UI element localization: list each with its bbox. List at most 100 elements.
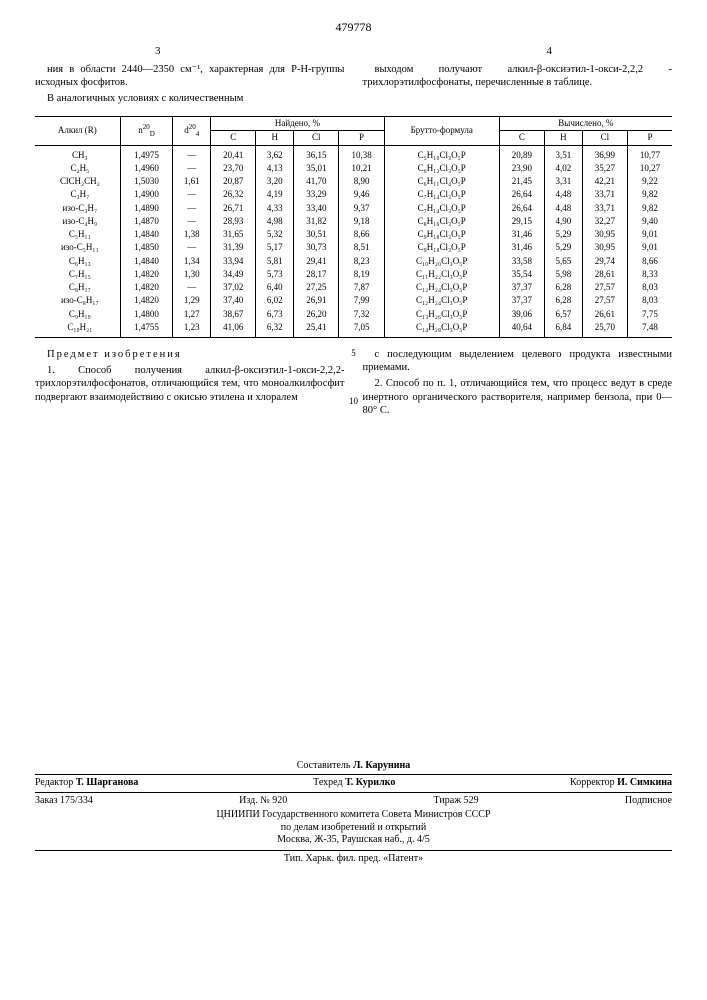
cell-calc-cl: 27,57: [582, 281, 627, 294]
cell-found-c: 37,02: [211, 281, 256, 294]
cell-d4: 1,34: [173, 255, 211, 268]
cell-found-cl: 27,25: [294, 281, 339, 294]
cell-nd: 1,4890: [120, 202, 173, 215]
cell-calc-cl: 29,74: [582, 255, 627, 268]
cell-found-p: 9,18: [339, 215, 384, 228]
cell-found-c: 28,93: [211, 215, 256, 228]
cell-calc-c: 26,64: [499, 202, 544, 215]
cell-calc-h: 6,28: [544, 294, 582, 307]
th-calc-p: P: [628, 131, 673, 145]
cell-nd: 1,4870: [120, 215, 173, 228]
cell-calc-h: 5,29: [544, 241, 582, 254]
th-calc-cl: Cl: [582, 131, 627, 145]
cell-found-p: 8,23: [339, 255, 384, 268]
table-row: C₅H₁₁1,48401,3831,655,3230,518,66C₉H₁₈Cl…: [35, 228, 672, 241]
cell-calc-c: 40,64: [499, 321, 544, 338]
cell-found-cl: 25,41: [294, 321, 339, 338]
cell-found-h: 4,98: [256, 215, 294, 228]
cell-alkyl: C₅H₁₁: [35, 228, 120, 241]
top-right-column: выходом получают алкил-β-оксиэтил-1-окси…: [363, 63, 673, 108]
cell-found-cl: 33,29: [294, 188, 339, 201]
footer-order: Заказ 175/334: [35, 795, 93, 808]
cell-nd: 1,4975: [120, 145, 173, 162]
cell-found-c: 26,32: [211, 188, 256, 201]
col-num-left: 3: [155, 45, 161, 59]
footer-podpis: Подписное: [625, 795, 672, 808]
cell-found-cl: 33,40: [294, 202, 339, 215]
cell-brutto: C₁₂H₂₄Cl₃O₅P: [384, 281, 499, 294]
top-left-para-2: В аналогичных условиях с количественным: [35, 92, 345, 105]
cell-calc-cl: 30,95: [582, 228, 627, 241]
data-table: Алкил (R) n20D d204 Найдено, % Брутто-фо…: [35, 116, 672, 338]
cell-found-p: 7,32: [339, 308, 384, 321]
cell-found-cl: 29,41: [294, 255, 339, 268]
cell-calc-c: 26,64: [499, 188, 544, 201]
cell-brutto: C₁₂H₂₄Cl₃O₅P: [384, 294, 499, 307]
cell-d4: —: [173, 188, 211, 201]
cell-found-cl: 30,51: [294, 228, 339, 241]
cell-alkyl: изо-C₃H₇: [35, 202, 120, 215]
margin-number-5: 5: [351, 348, 356, 359]
table-row: изо-C₈H₁₇1,48201,2937,406,0226,917,99C₁₂…: [35, 294, 672, 307]
th-nd: n20D: [120, 117, 173, 146]
cell-brutto: C₁₁H₂₂Cl₃O₅P: [384, 268, 499, 281]
cell-found-p: 7,99: [339, 294, 384, 307]
cell-calc-p: 8,03: [628, 294, 673, 307]
cell-d4: —: [173, 162, 211, 175]
footer-print-row: Заказ 175/334 Изд. № 920 Тираж 529 Подпи…: [35, 792, 672, 808]
table-row: изо-C₄H₉1,4870—28,934,9831,829,18C₈H₁₆Cl…: [35, 215, 672, 228]
footer-divider: [35, 850, 672, 851]
cell-found-h: 6,02: [256, 294, 294, 307]
th-alkyl: Алкил (R): [35, 117, 120, 146]
table-row: ClCH₂CH₂1,50301,6120,873,2041,708,90C₆H₁…: [35, 175, 672, 188]
cell-alkyl: изо-C₈H₁₇: [35, 294, 120, 307]
cell-calc-cl: 33,71: [582, 202, 627, 215]
th-found-c: C: [211, 131, 256, 145]
cell-found-p: 10,38: [339, 145, 384, 162]
cell-found-c: 31,39: [211, 241, 256, 254]
table-row: CH₃1,4975—20,413,6236,1510,38C₅H₁₀Cl₃O₅P…: [35, 145, 672, 162]
th-brutto: Брутто-формула: [384, 117, 499, 146]
cell-brutto: C₈H₁₆Cl₃O₅P: [384, 215, 499, 228]
footer-tirazh: Тираж 529: [434, 795, 479, 808]
cell-brutto: C₅H₁₀Cl₃O₅P: [384, 145, 499, 162]
cell-d4: 1,27: [173, 308, 211, 321]
cell-nd: 1,5030: [120, 175, 173, 188]
cell-found-p: 8,66: [339, 228, 384, 241]
cell-found-h: 6,40: [256, 281, 294, 294]
footer-corrector: Корректор И. Симкина: [570, 777, 672, 790]
table-row: C₇H₁₅1,48201,3034,495,7328,178,19C₁₁H₂₂C…: [35, 268, 672, 281]
cell-calc-c: 39,06: [499, 308, 544, 321]
table-row: C₃H₇1,4900—26,324,1933,299,46C₇H₁₄Cl₃O₅P…: [35, 188, 672, 201]
cell-brutto: C₉H₁₈Cl₃O₅P: [384, 241, 499, 254]
cell-brutto: C₆H₁₂Cl₃O₅P: [384, 162, 499, 175]
column-numbers: 3 4: [35, 45, 672, 59]
cell-calc-p: 7,75: [628, 308, 673, 321]
cell-alkyl: CH₃: [35, 145, 120, 162]
cell-calc-p: 8,33: [628, 268, 673, 281]
cell-found-c: 37,40: [211, 294, 256, 307]
cell-found-h: 6,73: [256, 308, 294, 321]
cell-found-c: 33,94: [211, 255, 256, 268]
cell-nd: 1,4960: [120, 162, 173, 175]
cell-calc-cl: 26,61: [582, 308, 627, 321]
cell-found-cl: 30,73: [294, 241, 339, 254]
cell-found-h: 5,17: [256, 241, 294, 254]
table-row: изо-C₅H₁₁1,4850—31,395,1730,738,51C₉H₁₈C…: [35, 241, 672, 254]
cell-nd: 1,4755: [120, 321, 173, 338]
cell-calc-h: 4,48: [544, 188, 582, 201]
cell-found-cl: 36,15: [294, 145, 339, 162]
cell-found-p: 8,51: [339, 241, 384, 254]
cell-brutto: C₉H₁₈Cl₃O₅P: [384, 228, 499, 241]
cell-found-p: 8,90: [339, 175, 384, 188]
cell-calc-h: 6,84: [544, 321, 582, 338]
cell-found-c: 38,67: [211, 308, 256, 321]
table-row: C₁₀H₂₁1,47551,2341,066,3225,417,05C₁₄H₂₈…: [35, 321, 672, 338]
cell-d4: —: [173, 281, 211, 294]
cell-calc-cl: 28,61: [582, 268, 627, 281]
cell-found-h: 6,32: [256, 321, 294, 338]
cell-found-h: 5,32: [256, 228, 294, 241]
cell-alkyl: изо-C₅H₁₁: [35, 241, 120, 254]
cell-brutto: C₆H₁₁Cl₄O₅P: [384, 175, 499, 188]
cell-calc-p: 9,40: [628, 215, 673, 228]
